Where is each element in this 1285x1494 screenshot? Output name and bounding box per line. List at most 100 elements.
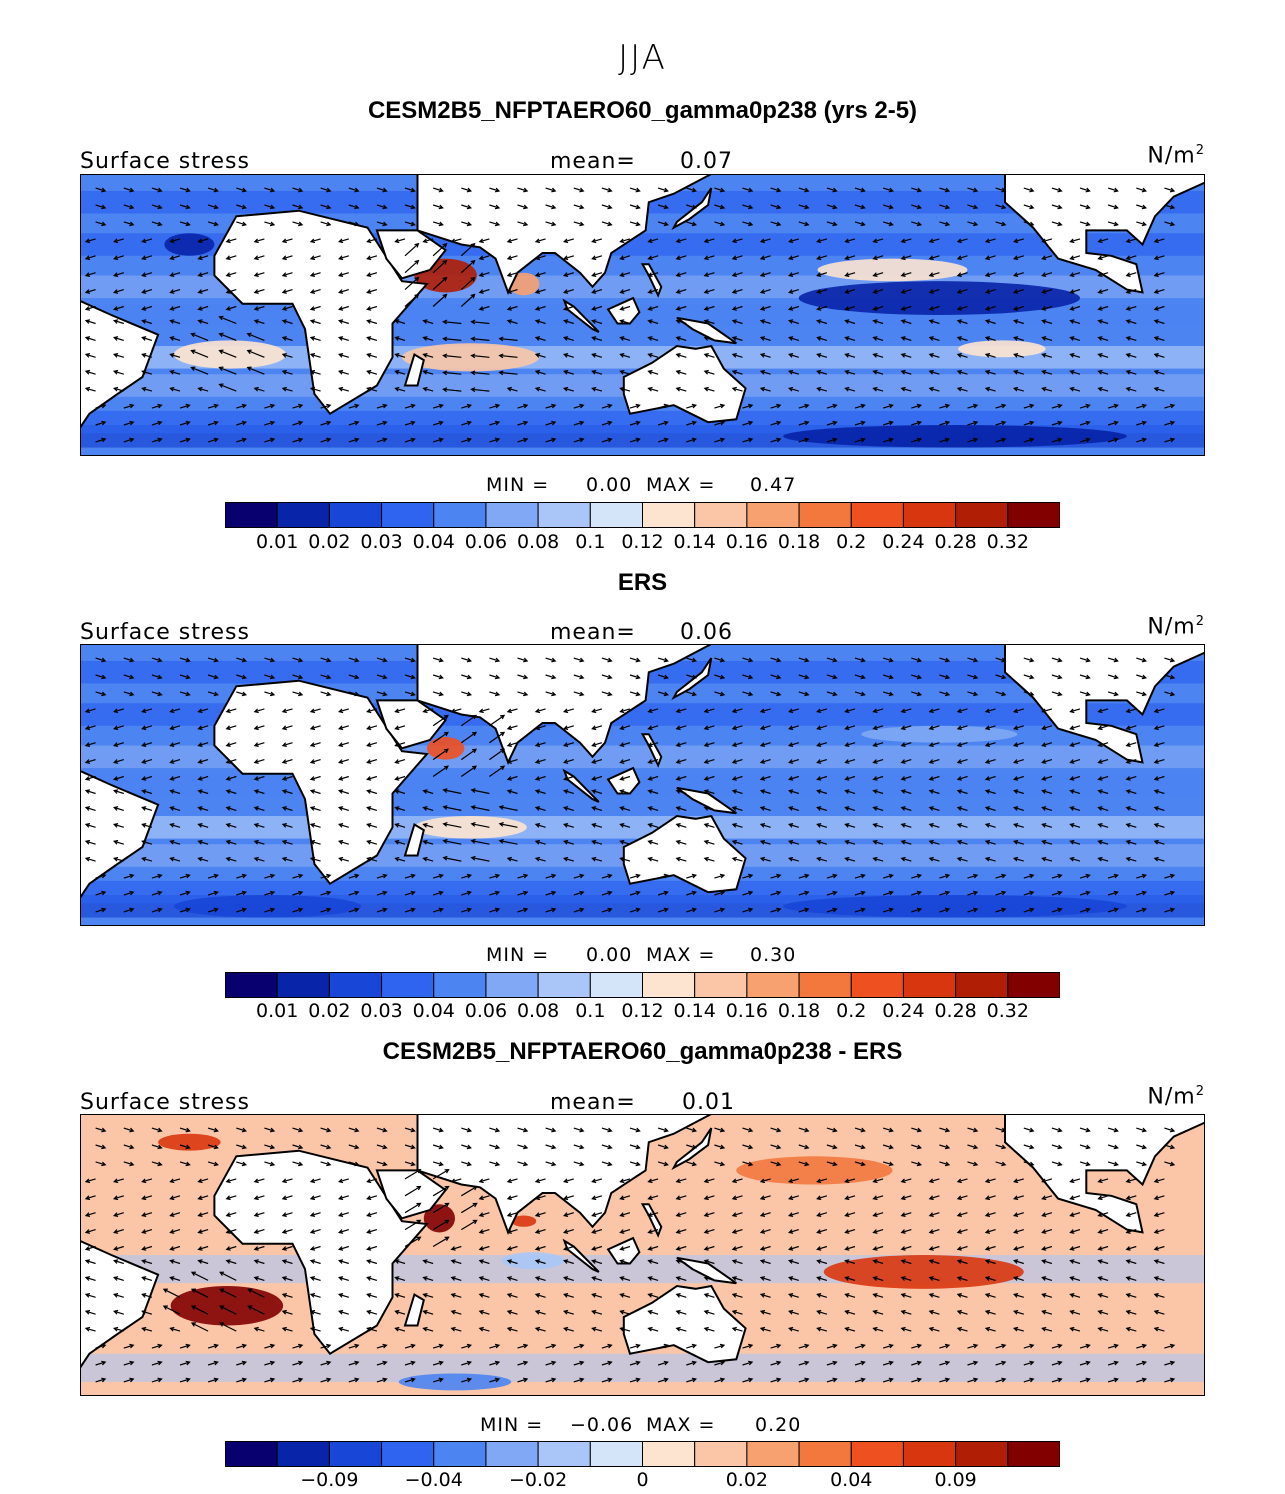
wind-vector	[348, 1360, 360, 1366]
wind-vector	[506, 1212, 518, 1217]
wind-vector	[151, 1161, 163, 1167]
wind-vector	[394, 789, 406, 795]
wind-vector	[619, 1293, 631, 1298]
wind-vector	[1023, 1377, 1035, 1383]
wind-vector	[647, 1276, 659, 1281]
wind-vector	[1079, 437, 1091, 443]
wind-vector	[517, 691, 529, 697]
field-blob-8	[164, 233, 215, 256]
wind-vector	[123, 1360, 135, 1366]
field-blob-4	[817, 258, 968, 282]
field-blob-6	[798, 281, 1080, 315]
wind-vector	[376, 890, 388, 896]
wind-vector	[404, 221, 416, 227]
colorbar-swatch	[433, 1441, 487, 1467]
wind-vector	[872, 353, 884, 358]
wind-vector	[179, 691, 191, 697]
wind-vector	[84, 856, 96, 862]
wind-vector	[798, 657, 810, 663]
wind-vector	[619, 238, 631, 244]
wind-vector	[770, 873, 782, 879]
field-blob-4	[173, 894, 362, 918]
wind-vector	[404, 1343, 416, 1349]
wind-vector	[1164, 657, 1176, 663]
japan-landmass	[671, 187, 713, 231]
wind-vector	[84, 725, 96, 731]
wind-vector	[404, 1219, 422, 1231]
wind-vector	[928, 806, 940, 811]
wind-vector	[1051, 674, 1063, 680]
wind-vector	[432, 731, 449, 744]
wind-vector	[264, 1127, 276, 1133]
wind-vector	[854, 691, 866, 697]
wind-vector	[619, 775, 631, 781]
wind-vector	[844, 289, 856, 294]
wind-vector	[517, 187, 529, 193]
wind-vector	[675, 319, 687, 325]
colorbar-tick-label: 0.06	[464, 1000, 508, 1022]
wind-vector	[844, 856, 856, 862]
wind-vector	[432, 204, 444, 210]
wind-vector	[939, 1360, 951, 1366]
wind-vector	[338, 856, 349, 862]
wind-vector	[854, 1127, 866, 1133]
wind-stress-vectors	[84, 657, 1176, 913]
colorbar-tick-label: 0.03	[360, 531, 403, 553]
wind-vector	[292, 1377, 304, 1383]
wind-vector	[151, 204, 163, 210]
wind-vector	[169, 1229, 181, 1234]
wind-vector	[798, 890, 810, 896]
wind-vector	[703, 353, 715, 358]
wind-vector	[770, 1127, 782, 1133]
wind-vector	[534, 238, 546, 244]
wind-vector	[759, 775, 771, 781]
wind-vector	[1097, 386, 1109, 392]
wind-vector	[1079, 691, 1091, 697]
wind-vector	[95, 657, 107, 663]
wind-vector	[854, 907, 866, 913]
wind-vector	[432, 907, 444, 913]
wind-vector	[506, 1245, 518, 1251]
wind-vector	[675, 708, 687, 714]
wind-vector	[1012, 775, 1024, 781]
wind-vector	[489, 731, 506, 744]
wind-vector	[179, 204, 191, 210]
wind-vector	[686, 873, 698, 879]
wind-vector	[647, 759, 659, 764]
wind-vector	[169, 386, 181, 392]
wind-vector	[292, 890, 304, 896]
wind-vector	[854, 873, 866, 879]
wind-vector	[984, 369, 996, 375]
wind-vector	[956, 823, 968, 828]
wind-vector	[844, 1309, 856, 1315]
wind-vector	[1107, 873, 1119, 879]
wind-vector	[309, 369, 321, 375]
wind-vector	[731, 1259, 743, 1265]
wind-vector	[714, 1161, 726, 1167]
wind-vector	[1153, 759, 1165, 764]
wind-vector	[787, 305, 799, 311]
wind-vector	[264, 691, 276, 697]
wind-vector	[629, 437, 641, 443]
wind-vector	[545, 1161, 557, 1167]
wind-vector	[1097, 775, 1109, 781]
wind-vector	[984, 1293, 996, 1298]
wind-vector	[1125, 823, 1137, 828]
wind-vector	[534, 725, 546, 731]
borneo-landmass	[606, 296, 641, 325]
wind-vector	[770, 907, 782, 913]
wind-vector	[629, 1377, 641, 1383]
wind-vector	[309, 839, 321, 845]
colorbar-tick-label: 0	[636, 1469, 649, 1491]
wind-vector	[1069, 336, 1081, 341]
wind-vector	[563, 1293, 574, 1298]
wind-vector	[967, 221, 979, 227]
wind-vector	[404, 1144, 416, 1150]
wind-vector	[984, 255, 996, 261]
wind-vector	[872, 1178, 884, 1184]
wind-vector	[264, 1144, 276, 1150]
colorbar-swatch	[746, 1441, 800, 1467]
wind-vector	[84, 708, 96, 714]
wind-vector	[562, 1245, 574, 1251]
wind-vector	[1097, 1195, 1109, 1201]
